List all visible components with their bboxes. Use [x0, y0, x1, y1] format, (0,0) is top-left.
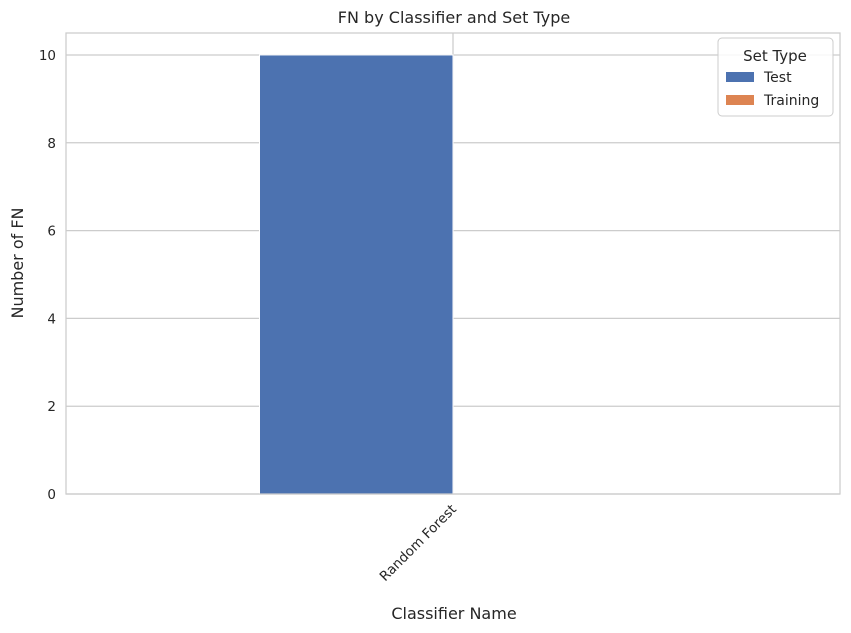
y-tick-label: 8: [47, 136, 56, 152]
y-tick-label: 4: [47, 311, 56, 327]
legend-swatch-training: [726, 95, 754, 105]
y-tick-label: 2: [47, 399, 56, 415]
plot-frame: [65, 32, 841, 495]
y-axis-label: Number of FN: [8, 207, 27, 318]
legend-title: Set Type: [743, 47, 807, 65]
y-tick-label: 0: [47, 487, 56, 503]
legend-label-test: Test: [763, 70, 792, 86]
bar-test: [259, 54, 454, 495]
legend-label-training: Training: [763, 93, 819, 109]
y-axis-ticks: 0 2 4 6 8 10: [39, 48, 56, 503]
y-tick-label: 6: [47, 224, 56, 240]
y-tick-label: 10: [39, 48, 56, 64]
x-axis-label: Classifier Name: [391, 604, 516, 623]
bars: [259, 54, 454, 495]
legend: Set Type Test Training: [717, 37, 834, 117]
legend-swatch-test: [726, 72, 754, 82]
chart-title: FN by Classifier and Set Type: [338, 8, 570, 27]
